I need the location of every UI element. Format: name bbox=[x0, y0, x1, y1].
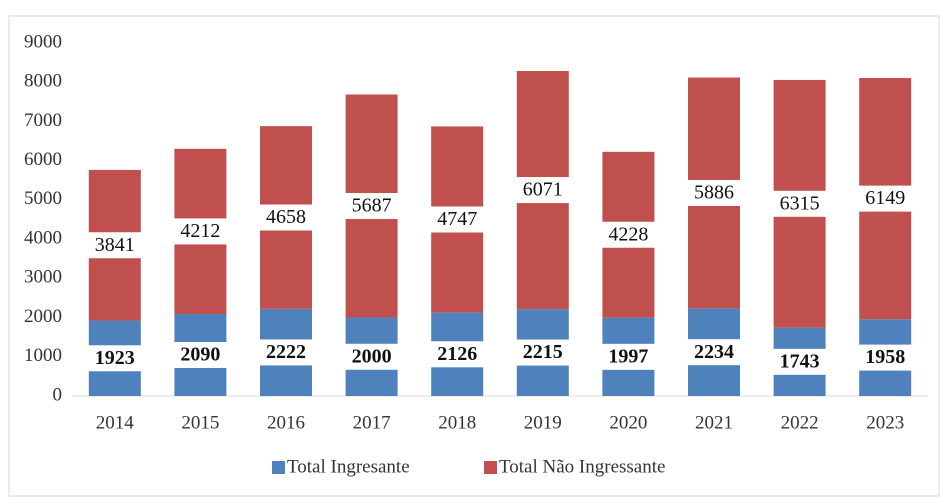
y-tick-label: 0 bbox=[53, 384, 63, 405]
data-label: 4658 bbox=[266, 206, 306, 228]
legend-swatch bbox=[272, 461, 285, 474]
y-tick-label: 6000 bbox=[24, 149, 62, 170]
x-tick-label: 2015 bbox=[181, 412, 219, 433]
data-label: 2222 bbox=[266, 341, 306, 363]
y-tick-label: 5000 bbox=[24, 188, 62, 209]
x-tick-label: 2019 bbox=[524, 412, 562, 433]
label-bg bbox=[343, 193, 400, 220]
label-bg bbox=[172, 218, 229, 245]
data-label: 4228 bbox=[608, 223, 648, 245]
x-tick-label: 2016 bbox=[267, 412, 305, 433]
data-label: 2234 bbox=[694, 341, 734, 363]
label-bg bbox=[600, 343, 657, 370]
data-label: 1743 bbox=[780, 350, 820, 372]
y-tick-label: 4000 bbox=[24, 227, 62, 248]
data-label: 4212 bbox=[180, 220, 220, 242]
label-bg bbox=[857, 185, 914, 212]
x-tick-label: 2021 bbox=[695, 412, 733, 433]
data-label: 2215 bbox=[523, 341, 563, 363]
label-bg bbox=[857, 344, 914, 371]
data-label: 2126 bbox=[437, 343, 477, 365]
label-bg bbox=[514, 177, 571, 204]
data-label: 6149 bbox=[865, 187, 905, 209]
y-tick-label: 3000 bbox=[24, 267, 62, 288]
legend-label: Total Ingresante bbox=[287, 456, 410, 477]
label-bg bbox=[86, 232, 143, 259]
y-tick-label: 9000 bbox=[24, 31, 62, 52]
x-tick-label: 2022 bbox=[781, 412, 819, 433]
x-tick-label: 2023 bbox=[866, 412, 904, 433]
label-bg bbox=[686, 339, 742, 366]
label-bg bbox=[514, 339, 571, 366]
legend-swatch bbox=[484, 461, 497, 474]
x-tick-label: 2014 bbox=[96, 412, 135, 433]
label-bg bbox=[429, 341, 486, 368]
data-label: 1997 bbox=[608, 345, 648, 367]
label-bg bbox=[86, 345, 143, 372]
y-tick-label: 2000 bbox=[24, 306, 62, 327]
x-tick-label: 2020 bbox=[609, 412, 647, 433]
label-bg bbox=[686, 179, 742, 206]
label-bg bbox=[429, 206, 486, 233]
x-tick-label: 2017 bbox=[353, 412, 391, 433]
y-tick-label: 8000 bbox=[24, 71, 62, 92]
data-label: 5886 bbox=[694, 182, 734, 204]
data-label: 2090 bbox=[180, 344, 220, 366]
data-label: 6315 bbox=[780, 192, 820, 214]
label-bg bbox=[600, 221, 657, 248]
data-label: 4747 bbox=[437, 208, 477, 230]
y-tick-label: 7000 bbox=[24, 110, 62, 131]
label-bg bbox=[771, 348, 828, 375]
label-bg bbox=[258, 204, 314, 231]
label-bg bbox=[771, 190, 828, 217]
data-label: 5687 bbox=[352, 195, 392, 217]
data-label: 1958 bbox=[865, 346, 905, 368]
legend-label: Total Não Ingressante bbox=[499, 456, 665, 477]
label-bg bbox=[258, 339, 314, 366]
label-bg bbox=[172, 342, 229, 369]
data-label: 2000 bbox=[352, 345, 392, 367]
y-tick-label: 1000 bbox=[24, 345, 62, 366]
label-bg bbox=[343, 343, 400, 370]
x-tick-label: 2018 bbox=[438, 412, 476, 433]
data-label: 3841 bbox=[95, 234, 135, 256]
data-label: 6071 bbox=[523, 179, 563, 201]
data-label: 1923 bbox=[95, 347, 135, 369]
